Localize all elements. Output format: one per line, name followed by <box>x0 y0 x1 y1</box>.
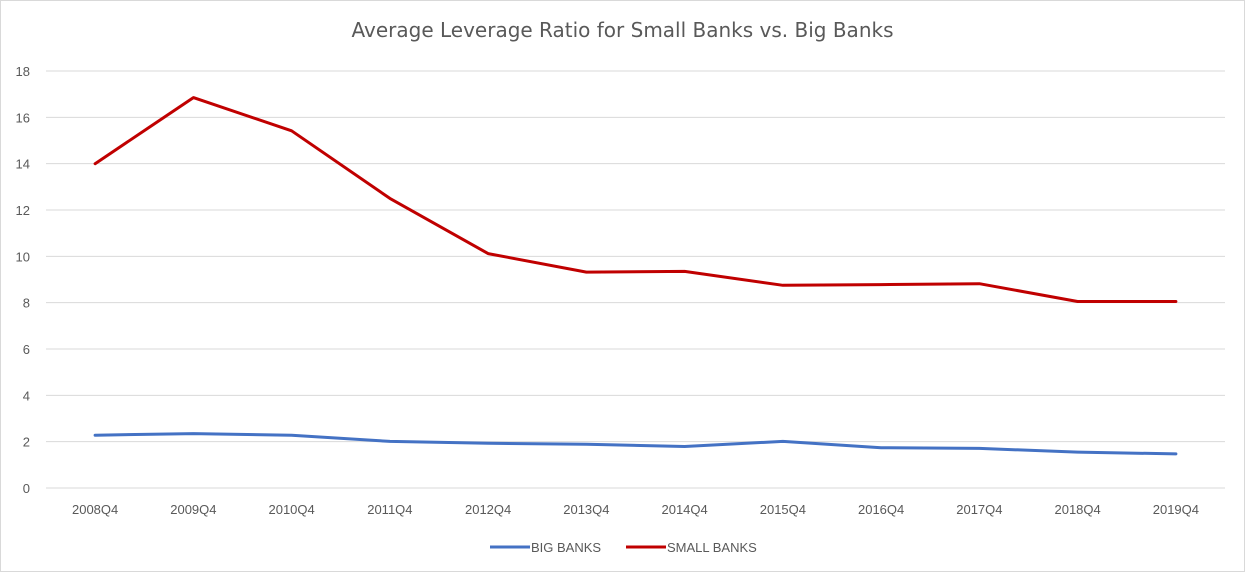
x-tick-label: 2014Q4 <box>661 502 707 517</box>
y-tick-label: 0 <box>23 481 30 496</box>
y-tick-label: 4 <box>23 388 30 403</box>
y-tick-label: 16 <box>16 110 30 125</box>
y-tick-label: 14 <box>16 157 30 172</box>
legend-label: SMALL BANKS <box>667 540 757 555</box>
y-tick-label: 6 <box>23 342 30 357</box>
x-tick-label: 2017Q4 <box>956 502 1002 517</box>
x-tick-label: 2008Q4 <box>72 502 118 517</box>
x-tick-label: 2010Q4 <box>268 502 314 517</box>
x-tick-label: 2018Q4 <box>1054 502 1100 517</box>
legend-label: BIG BANKS <box>531 540 601 555</box>
y-tick-label: 8 <box>23 296 30 311</box>
x-tick-label: 2011Q4 <box>367 502 412 517</box>
series-line-big-banks <box>93 432 1178 456</box>
x-tick-label: 2013Q4 <box>563 502 609 517</box>
chart-title: Average Leverage Ratio for Small Banks v… <box>351 18 894 42</box>
y-tick-label: 12 <box>16 203 30 218</box>
x-tick-label: 2019Q4 <box>1153 502 1199 517</box>
y-tick-label: 18 <box>16 64 30 79</box>
x-tick-label: 2012Q4 <box>465 502 511 517</box>
x-tick-label: 2016Q4 <box>858 502 904 517</box>
x-tick-label: 2009Q4 <box>170 502 216 517</box>
y-tick-label: 2 <box>23 435 30 450</box>
series-line-small-banks <box>93 96 1178 303</box>
x-tick-label: 2015Q4 <box>760 502 806 517</box>
y-tick-label: 10 <box>16 249 30 264</box>
